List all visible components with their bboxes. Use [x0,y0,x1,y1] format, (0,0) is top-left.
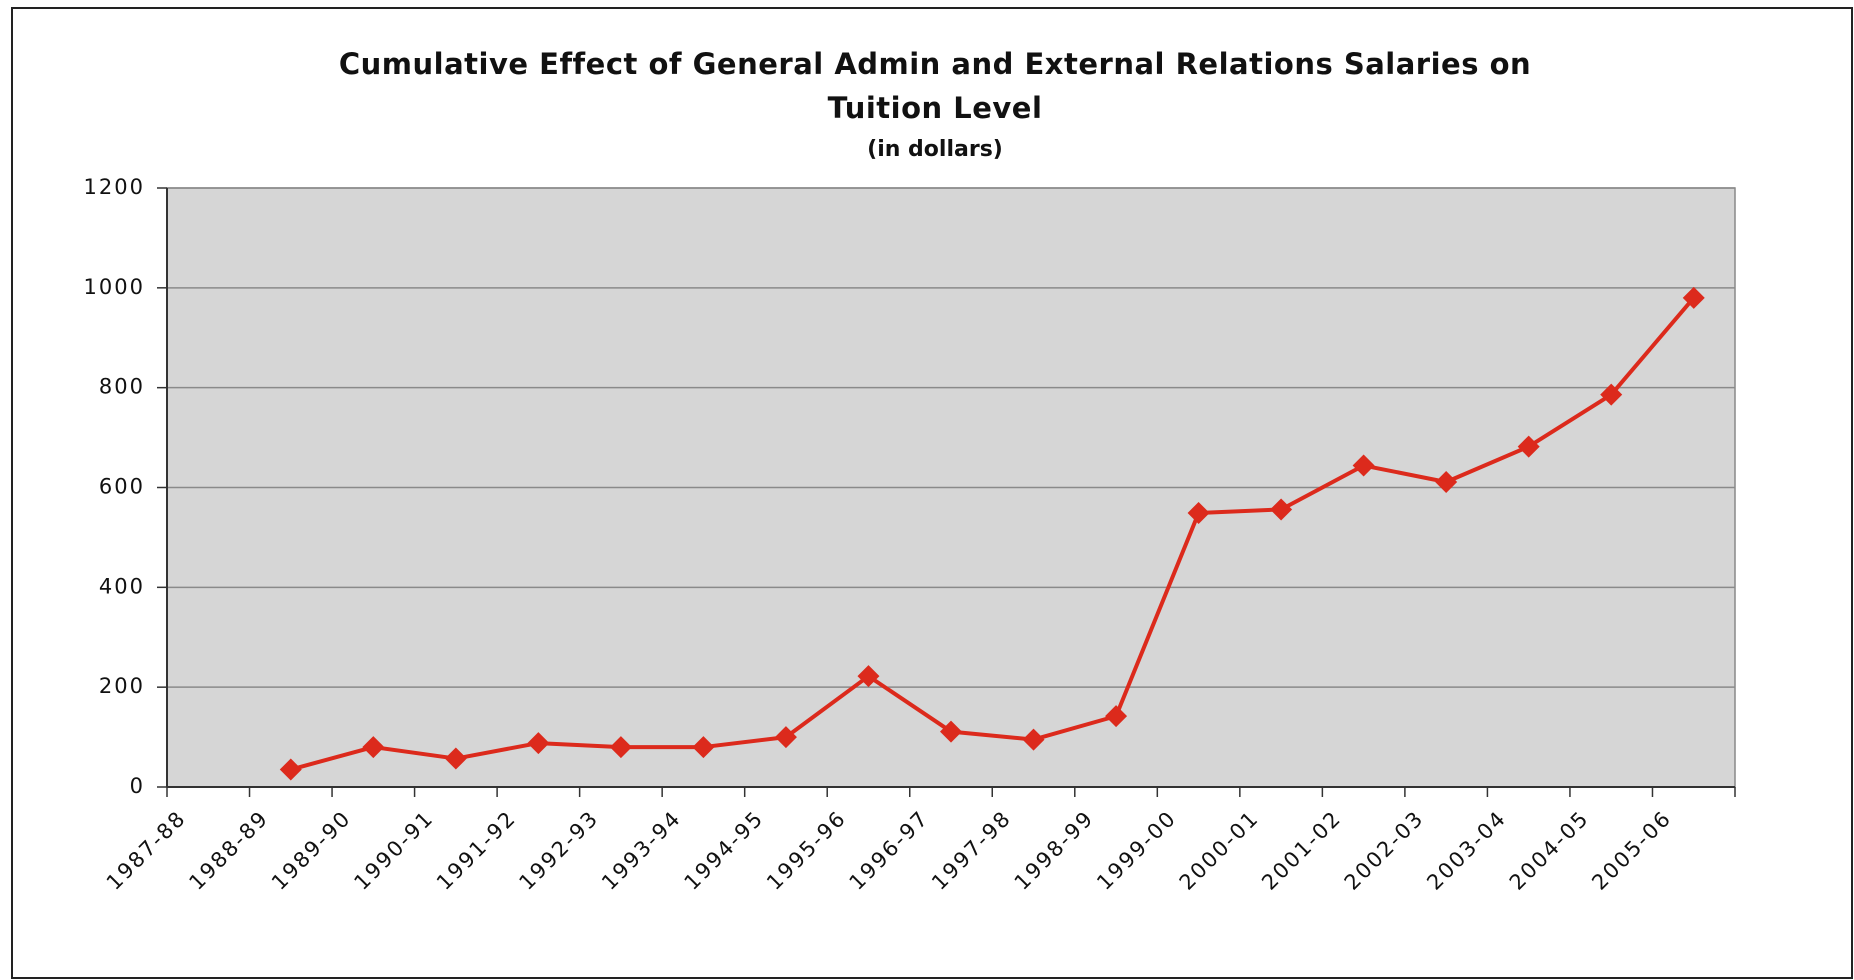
y-tick-label: 600 [99,475,145,499]
y-tick-label: 200 [99,674,145,698]
data-point [692,736,715,759]
data-point [1435,471,1458,494]
data-point [1352,454,1375,477]
data-point [857,665,880,688]
data-point [279,758,302,781]
chart-subtitle: (in dollars) [867,137,1003,162]
data-point [1105,705,1128,728]
data-point [609,736,632,759]
y-tick-label: 0 [130,774,145,798]
y-tick-label: 1200 [84,175,145,199]
y-tick-label: 800 [99,375,145,399]
data-point [362,736,385,759]
y-tick-label: 1000 [84,275,145,299]
data-point [1022,728,1045,751]
data-point [1270,498,1293,521]
chart-title: Cumulative Effect of General Admin and E… [339,47,1531,81]
data-point [940,720,962,743]
data-point [1187,501,1210,524]
data-line [290,296,1696,772]
data-point [1517,435,1540,458]
chart-title: Tuition Level [828,91,1043,125]
data-point [527,732,550,755]
data-point [1682,286,1705,309]
data-point [1600,383,1623,406]
y-tick-label: 400 [99,574,145,598]
data-point [774,726,797,749]
data-point [444,747,467,770]
